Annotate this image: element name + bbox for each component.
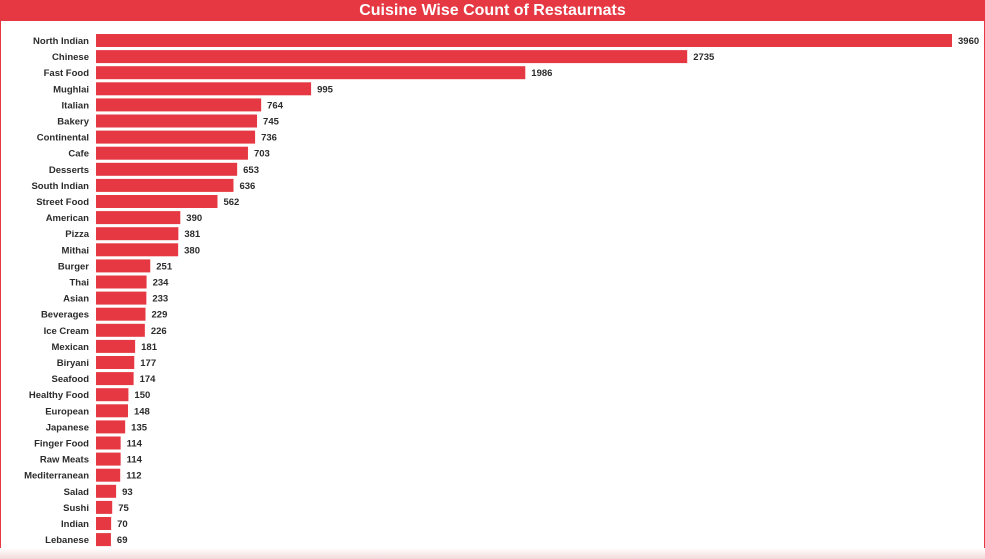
bar-ice-cream[interactable] bbox=[96, 323, 145, 337]
bar-indian[interactable] bbox=[96, 517, 112, 530]
bar-asian[interactable] bbox=[96, 291, 147, 305]
category-label-south-indian: South Indian bbox=[31, 181, 89, 192]
value-label-fast-food: 1986 bbox=[531, 68, 552, 79]
bar-raw-meats[interactable] bbox=[96, 452, 121, 466]
category-label-chinese: Chinese bbox=[52, 52, 89, 63]
category-label-salad: Salad bbox=[64, 487, 90, 498]
value-label-healthy-food: 150 bbox=[134, 390, 150, 401]
value-label-thai: 234 bbox=[153, 278, 170, 289]
bar-salad[interactable] bbox=[96, 484, 117, 498]
category-label-fast-food: Fast Food bbox=[44, 68, 90, 79]
value-label-burger: 251 bbox=[156, 261, 173, 272]
value-label-italian: 764 bbox=[267, 100, 284, 111]
bar-mithai[interactable] bbox=[96, 243, 179, 257]
category-label-beverages: Beverages bbox=[41, 310, 89, 321]
value-label-lebanese: 69 bbox=[117, 535, 128, 546]
value-label-cafe: 703 bbox=[254, 149, 270, 160]
bar-desserts[interactable] bbox=[96, 162, 238, 176]
value-label-biryani: 177 bbox=[140, 358, 156, 369]
category-label-mediterranean: Mediterranean bbox=[24, 471, 89, 482]
value-label-bakery: 745 bbox=[263, 117, 280, 128]
value-label-european: 148 bbox=[134, 406, 150, 417]
bar-continental[interactable] bbox=[96, 130, 256, 144]
value-label-raw-meats: 114 bbox=[127, 455, 143, 466]
bar-thai[interactable] bbox=[96, 275, 147, 289]
bar-burger[interactable] bbox=[96, 259, 151, 273]
chart-title: Cuisine Wise Count of Restaurnats bbox=[0, 0, 985, 21]
bar-european[interactable] bbox=[96, 404, 128, 418]
category-label-biryani: Biryani bbox=[57, 358, 89, 369]
category-label-continental: Continental bbox=[37, 133, 89, 144]
bar-sushi[interactable] bbox=[96, 500, 113, 514]
category-label-seafood: Seafood bbox=[52, 374, 90, 385]
value-label-asian: 233 bbox=[152, 294, 168, 305]
category-label-thai: Thai bbox=[69, 278, 89, 289]
value-label-sushi: 75 bbox=[118, 503, 129, 514]
category-label-european: European bbox=[45, 406, 89, 417]
category-label-bakery: Bakery bbox=[57, 117, 89, 128]
value-label-seafood: 174 bbox=[140, 374, 157, 385]
category-label-raw-meats: Raw Meats bbox=[40, 455, 89, 466]
value-label-mediterranean: 112 bbox=[126, 471, 141, 482]
bar-cafe[interactable] bbox=[96, 146, 248, 160]
bar-mediterranean[interactable] bbox=[96, 468, 121, 482]
category-label-japanese: Japanese bbox=[46, 422, 89, 433]
value-label-desserts: 653 bbox=[243, 165, 259, 176]
bar-street-food[interactable] bbox=[96, 195, 218, 208]
bar-finger-food[interactable] bbox=[96, 436, 121, 450]
value-label-beverages: 229 bbox=[152, 310, 168, 321]
category-label-desserts: Desserts bbox=[49, 165, 89, 176]
bar-japanese[interactable] bbox=[96, 420, 126, 434]
value-label-salad: 93 bbox=[122, 487, 133, 498]
value-label-north-indian: 3960 bbox=[958, 36, 979, 47]
category-label-italian: Italian bbox=[62, 100, 90, 111]
category-label-healthy-food: Healthy Food bbox=[29, 390, 89, 401]
category-label-mughlai: Mughlai bbox=[53, 84, 89, 95]
category-label-mithai: Mithai bbox=[62, 245, 89, 256]
value-label-american: 390 bbox=[186, 213, 202, 224]
bar-american[interactable] bbox=[96, 211, 181, 225]
bar-north-indian[interactable] bbox=[96, 34, 952, 47]
bar-seafood[interactable] bbox=[96, 372, 134, 386]
bar-mexican[interactable] bbox=[96, 339, 136, 353]
category-label-indian: Indian bbox=[61, 519, 89, 530]
bottom-edge bbox=[0, 548, 985, 559]
value-label-pizza: 381 bbox=[184, 229, 201, 240]
value-label-indian: 70 bbox=[117, 519, 128, 530]
value-label-continental: 736 bbox=[261, 133, 277, 144]
bar-mughlai[interactable] bbox=[96, 82, 312, 96]
value-label-mithai: 380 bbox=[184, 245, 200, 256]
value-label-finger-food: 114 bbox=[127, 439, 143, 450]
category-label-american: American bbox=[46, 213, 89, 224]
bar-chinese[interactable] bbox=[96, 50, 688, 64]
value-label-mughlai: 995 bbox=[317, 84, 334, 95]
bar-south-indian[interactable] bbox=[96, 178, 234, 192]
category-label-mexican: Mexican bbox=[52, 342, 90, 353]
category-label-street-food: Street Food bbox=[36, 197, 89, 208]
category-label-pizza: Pizza bbox=[65, 229, 89, 240]
value-label-chinese: 2735 bbox=[693, 52, 715, 63]
value-label-south-indian: 636 bbox=[239, 181, 255, 192]
category-label-burger: Burger bbox=[58, 261, 89, 272]
bar-biryani[interactable] bbox=[96, 356, 135, 369]
category-label-ice-cream: Ice Cream bbox=[44, 326, 89, 337]
bar-beverages[interactable] bbox=[96, 307, 146, 321]
value-label-street-food: 562 bbox=[223, 197, 239, 208]
category-label-sushi: Sushi bbox=[63, 503, 89, 514]
category-label-lebanese: Lebanese bbox=[45, 535, 89, 546]
bar-lebanese[interactable] bbox=[96, 533, 111, 547]
category-label-north-indian: North Indian bbox=[33, 36, 89, 47]
category-label-finger-food: Finger Food bbox=[34, 439, 89, 450]
value-label-mexican: 181 bbox=[141, 342, 158, 353]
bar-fast-food[interactable] bbox=[96, 66, 526, 80]
category-label-cafe: Cafe bbox=[68, 149, 89, 160]
value-label-ice-cream: 226 bbox=[151, 326, 167, 337]
category-label-asian: Asian bbox=[63, 294, 89, 305]
value-label-japanese: 135 bbox=[131, 422, 148, 433]
bar-italian[interactable] bbox=[96, 98, 262, 112]
bar-pizza[interactable] bbox=[96, 227, 179, 241]
bar-healthy-food[interactable] bbox=[96, 388, 129, 402]
bar-bakery[interactable] bbox=[96, 114, 258, 128]
